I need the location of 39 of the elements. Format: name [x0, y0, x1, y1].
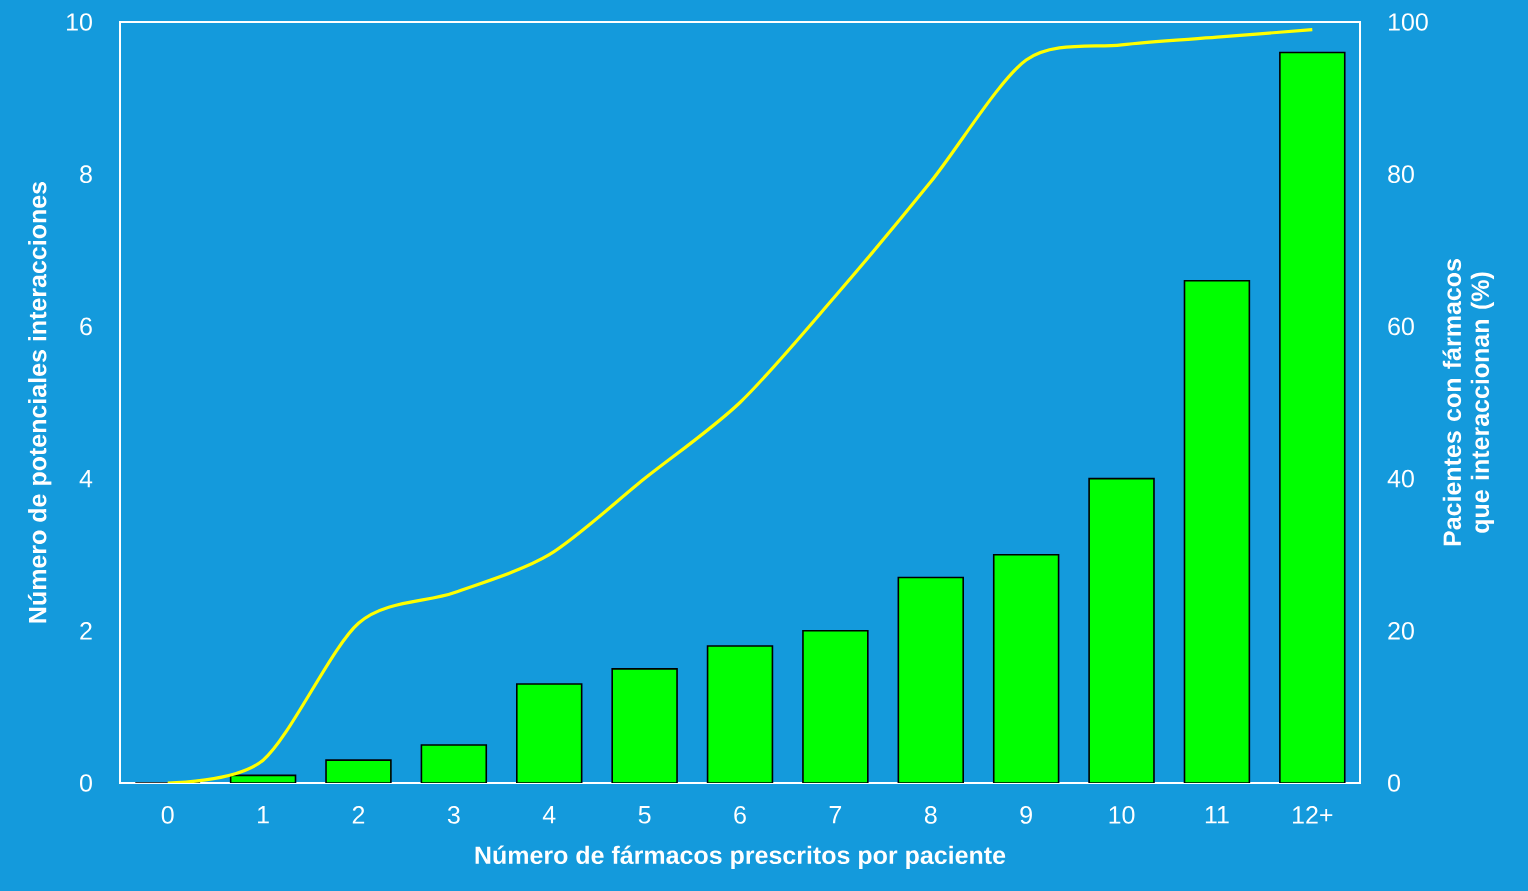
y-tick-label: 10: [67, 13, 92, 31]
x-tick-label: 6: [734, 806, 746, 824]
y2-axis-title: Pacientes con fármacos que interaccionan (%): [1442, 259, 1495, 546]
bar: [1279, 51, 1346, 783]
x-tick-label: 0: [161, 806, 174, 824]
y-tick-label: 8: [80, 165, 92, 184]
bar: [1089, 478, 1154, 783]
x-tick-label: 12+: [1293, 806, 1333, 824]
bar: [516, 684, 582, 783]
bar: [802, 630, 868, 783]
x-tick-label: 11: [1205, 806, 1229, 824]
y-tick-label: 4: [79, 470, 93, 488]
y2-tick-label: 40: [1387, 469, 1414, 488]
bar: [421, 744, 487, 783]
y2-tick-label: 20: [1388, 621, 1414, 640]
bar: [898, 577, 964, 783]
line-series: [166, 28, 1314, 783]
y2-tick-label: 0: [1388, 774, 1400, 792]
y2-tick-label: 100: [1388, 13, 1428, 31]
y2-tick-label: 80: [1388, 165, 1414, 184]
x-tick-label: 10: [1109, 806, 1135, 824]
y2-tick-label: 60: [1388, 317, 1414, 336]
y-tick-label: 2: [80, 622, 92, 640]
x-axis-title: Número de fármacos prescritos por paciente: [475, 845, 1006, 870]
bar: [612, 668, 678, 783]
bar: [1184, 280, 1250, 783]
y-tick-label: 0: [80, 774, 92, 792]
x-tick-label: 2: [352, 806, 365, 824]
bar: [993, 554, 1059, 783]
x-tick-label: 1: [258, 806, 269, 824]
x-tick-label: 9: [1020, 806, 1032, 824]
x-tick-label: 3: [447, 806, 460, 824]
x-tick-label: 7: [829, 806, 842, 824]
x-tick-label: 8: [924, 806, 937, 824]
x-tick-label: 5: [638, 806, 651, 824]
y-tick-label: 6: [80, 317, 92, 336]
x-tick-label: 4: [542, 806, 556, 824]
bar: [707, 646, 773, 783]
y-axis-title: Número de potenciales interacciones: [27, 181, 52, 623]
